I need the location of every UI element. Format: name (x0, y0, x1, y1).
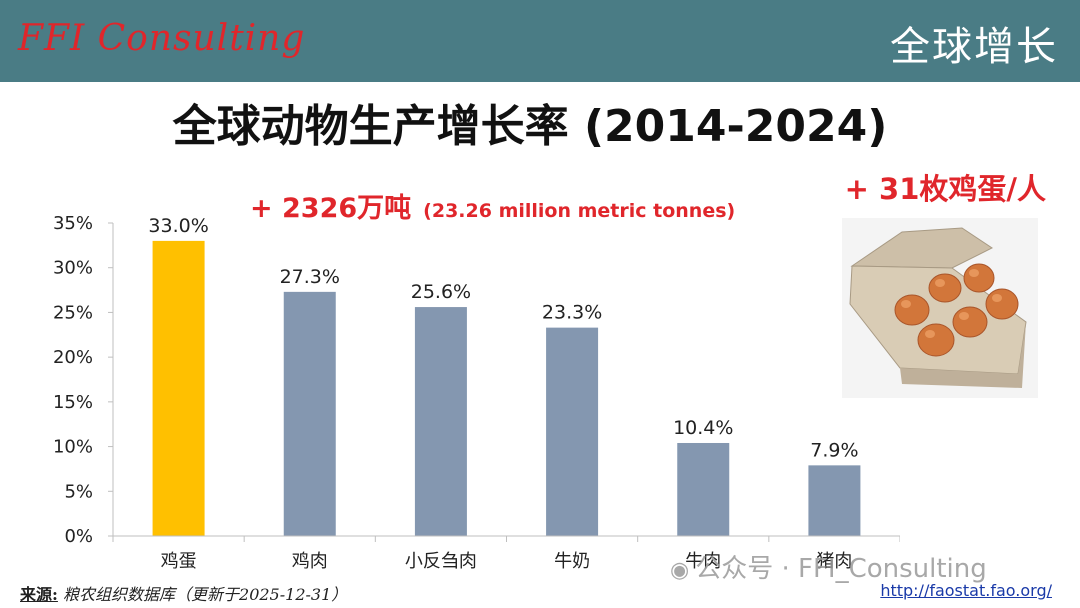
data-label: 27.3% (280, 266, 340, 288)
section-title: 全球增长 (890, 24, 1058, 70)
source-link[interactable]: http://faostat.fao.org/ (880, 581, 1052, 600)
page-title: 全球动物生产增长率 (2014-2024) (172, 101, 888, 152)
y-tick-label: 25% (53, 302, 93, 323)
y-tick-label: 0% (64, 526, 93, 547)
watermark-text: 公众号 · FFI_Consulting (695, 554, 987, 584)
watermark: ◉ 公众号 · FFI_Consulting (670, 548, 987, 585)
data-label: 25.6% (411, 281, 471, 303)
logo: FFI Consulting (18, 18, 306, 59)
bar-4 (677, 442, 730, 536)
wechat-icon: ◉ (670, 558, 690, 583)
y-tick-label: 15% (53, 392, 93, 413)
x-category-label: 猪肉 (816, 551, 852, 572)
tonnage-cn: + 2326万吨 (250, 193, 412, 224)
tonnage-annotation: + 2326万吨 (23.26 million metric tonnes) (250, 186, 735, 225)
y-tick-label: 35% (53, 213, 93, 234)
x-axis: 鸡蛋 鸡肉 小反刍肉 牛奶 牛肉 猪肉 (112, 535, 900, 572)
x-category-label: 牛肉 (685, 551, 721, 572)
bars: 33.0% 27.3% 25.6% 23.3% 10.4% 7.9% (148, 215, 861, 536)
egg-carton-image (842, 218, 1038, 398)
y-axis: 0% 5% 10% 15% 20% 25% 30% 35% (53, 213, 114, 547)
y-tick-label: 5% (64, 481, 93, 502)
data-label: 10.4% (673, 417, 733, 439)
header-bar: FFI Consulting 全球增长 (0, 0, 1080, 82)
bar-3 (546, 327, 599, 536)
x-category-label: 小反刍肉 (405, 551, 477, 572)
bar-5 (808, 465, 861, 536)
bar-chart: 0% 5% 10% 15% 20% 25% 30% 35% 33.0% 27.3% 25.6% 23… (53, 213, 900, 572)
y-tick-label: 20% (53, 347, 93, 368)
eggs-per-person-annotation: + 31枚鸡蛋/人 (844, 172, 1046, 206)
bar-1 (283, 291, 336, 536)
x-category-label: 牛奶 (554, 551, 590, 572)
tonnage-en: (23.26 million metric tonnes) (423, 200, 736, 222)
y-tick-label: 10% (53, 437, 93, 458)
x-category-label: 鸡肉 (292, 551, 328, 572)
source-note: 来源: 粮农组织数据库（更新于2025-12-31） (20, 581, 347, 605)
bar-0 (152, 240, 205, 536)
source-label: 来源: (20, 585, 58, 604)
y-tick-label: 30% (53, 258, 93, 279)
source-text: 粮农组织数据库（更新于2025-12-31） (63, 585, 348, 604)
x-category-label: 鸡蛋 (161, 551, 197, 572)
data-label: 23.3% (542, 302, 602, 324)
data-label: 7.9% (810, 439, 858, 461)
data-label: 33.0% (148, 215, 208, 237)
bar-2 (414, 307, 467, 536)
